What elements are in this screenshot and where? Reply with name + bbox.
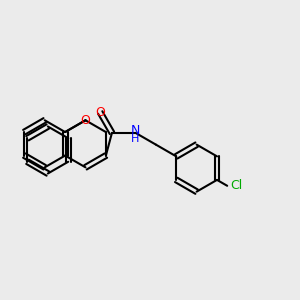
Text: Cl: Cl bbox=[230, 179, 242, 192]
Text: O: O bbox=[95, 106, 105, 119]
Text: O: O bbox=[81, 114, 90, 127]
Text: N: N bbox=[131, 124, 140, 137]
Text: H: H bbox=[131, 134, 140, 144]
